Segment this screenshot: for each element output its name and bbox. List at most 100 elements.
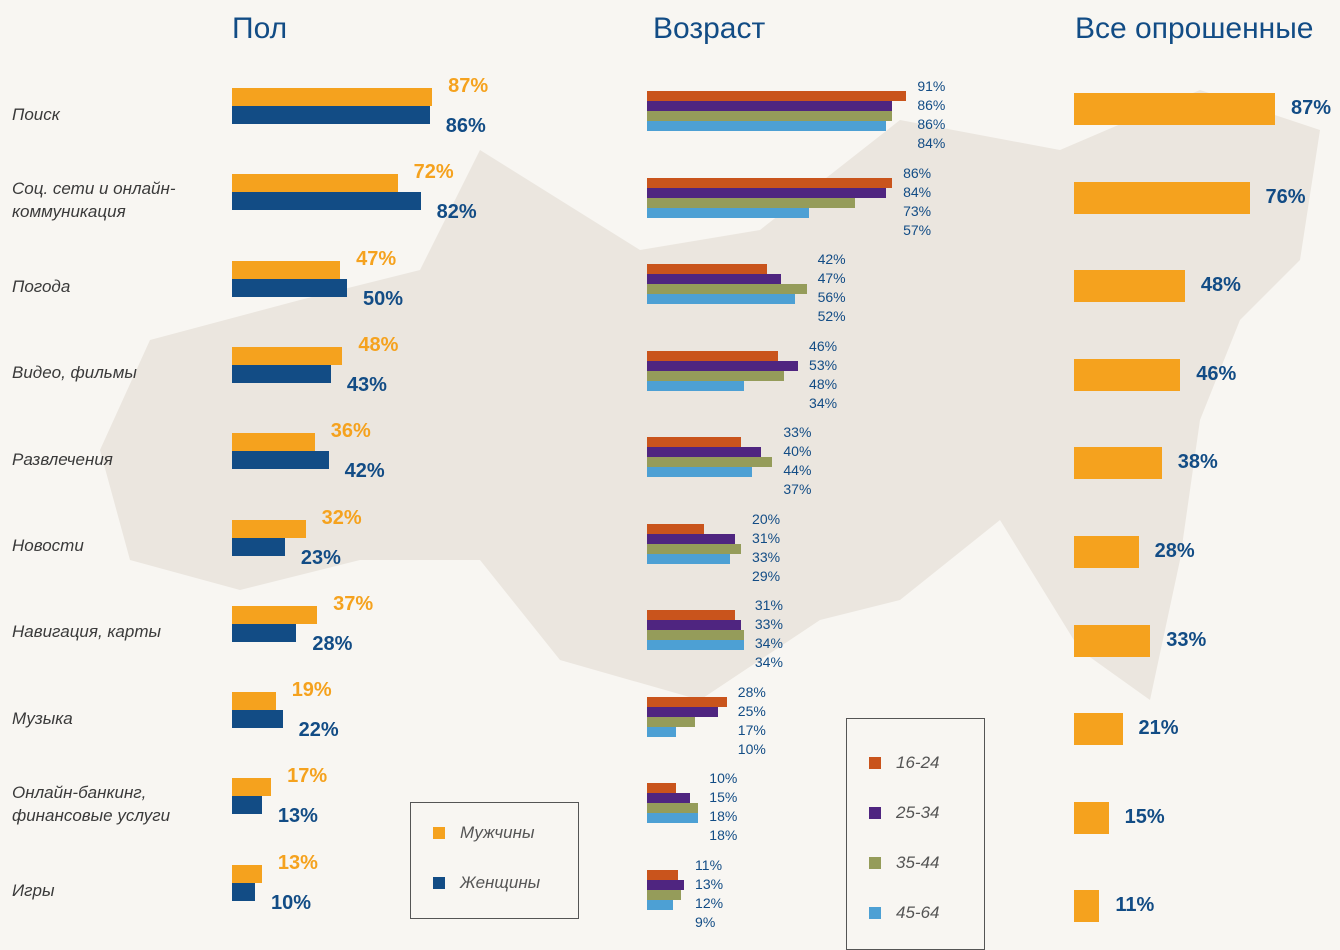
value-label: 11% [1115, 894, 1155, 917]
bar [647, 91, 907, 101]
value-label: 34% [754, 635, 783, 651]
legend-box [410, 802, 579, 919]
bar [647, 543, 742, 554]
bar [647, 177, 893, 188]
value-label: 52% [817, 308, 846, 324]
bar [647, 370, 784, 381]
bar [647, 447, 761, 457]
legend-label: Женщины [460, 873, 541, 892]
bar [647, 284, 807, 294]
legend-swatch [433, 877, 445, 889]
value-label: 13% [277, 851, 318, 874]
value-label: 47% [817, 270, 846, 286]
bar [647, 264, 767, 274]
value-label: 37% [783, 481, 812, 497]
value-label: 31% [754, 597, 783, 613]
value-label: 46% [809, 337, 838, 354]
category-label: Соц. сети и онлайн-коммуникация [12, 179, 176, 222]
value-label: 33% [783, 424, 812, 440]
bar [1074, 181, 1250, 214]
value-label: 44% [783, 462, 812, 478]
value-label: 32% [321, 506, 362, 529]
legend-label: 35-44 [896, 853, 940, 872]
value-label: 40% [783, 443, 812, 459]
category-label: Новости [12, 536, 84, 555]
category-label: Музыка [12, 708, 73, 728]
category-label: Развлечения [12, 449, 113, 469]
value-label: 15% [1124, 805, 1165, 828]
bar [1074, 536, 1139, 568]
value-label: 86% [445, 115, 486, 137]
legend-label: 45-64 [896, 903, 940, 922]
category-label: Игры [12, 881, 55, 901]
value-label: 42% [817, 251, 846, 267]
bar [232, 796, 262, 815]
legend-swatch [869, 857, 881, 869]
value-label: 46% [1196, 362, 1237, 385]
chart-title: Пол [232, 12, 288, 45]
bar [232, 623, 297, 642]
bar [232, 692, 276, 711]
value-label: 28% [737, 683, 766, 700]
bar [232, 364, 331, 383]
bar [232, 605, 318, 624]
value-label: 33% [752, 548, 781, 565]
value-label: 76% [1265, 185, 1306, 208]
category-label: Видео, фильмы [12, 363, 137, 383]
bar [1074, 358, 1181, 391]
legend-swatch [433, 827, 445, 839]
bar [232, 864, 262, 883]
value-label: 37% [333, 592, 374, 615]
value-label: 10% [737, 740, 766, 757]
value-label: 36% [330, 420, 371, 443]
value-label: 87% [448, 75, 489, 97]
bar [647, 350, 779, 361]
bar [647, 889, 682, 900]
bar [647, 437, 742, 447]
bar [1074, 93, 1275, 125]
bar [647, 610, 736, 620]
value-label: 9% [695, 913, 716, 930]
bar [647, 899, 673, 910]
bar [647, 360, 799, 371]
bar [232, 106, 430, 124]
bar [647, 274, 781, 284]
value-label: 43% [346, 373, 387, 396]
bar [647, 869, 679, 880]
bar [647, 696, 727, 707]
bar [232, 778, 272, 797]
bar [647, 879, 685, 890]
bar [232, 433, 315, 452]
bar [1074, 890, 1100, 923]
value-label: 42% [344, 460, 385, 483]
value-label: 72% [413, 161, 454, 184]
value-label: 82% [436, 201, 477, 224]
value-label: 18% [709, 827, 738, 843]
bar [647, 294, 796, 304]
value-label: 28% [1154, 540, 1195, 562]
category-label: Навигация, карты [12, 622, 162, 642]
legend-swatch [869, 907, 881, 919]
value-label: 21% [1138, 717, 1179, 740]
value-label: 47% [356, 247, 397, 270]
value-label: 57% [903, 221, 932, 238]
value-label: 48% [1200, 274, 1241, 297]
legend-label: 25-34 [896, 803, 940, 822]
bar [232, 174, 398, 193]
bar [232, 278, 347, 297]
value-label: 31% [752, 529, 781, 546]
value-label: 84% [917, 135, 946, 151]
value-label: 33% [754, 616, 783, 632]
value-label: 11% [695, 856, 723, 873]
value-label: 25% [737, 702, 766, 719]
bar [232, 710, 283, 729]
value-label: 48% [358, 333, 399, 356]
legend-swatch [869, 757, 881, 769]
bar [647, 457, 773, 467]
bar [647, 207, 810, 218]
bar [647, 803, 699, 813]
bar [232, 519, 306, 538]
bar [647, 726, 676, 737]
